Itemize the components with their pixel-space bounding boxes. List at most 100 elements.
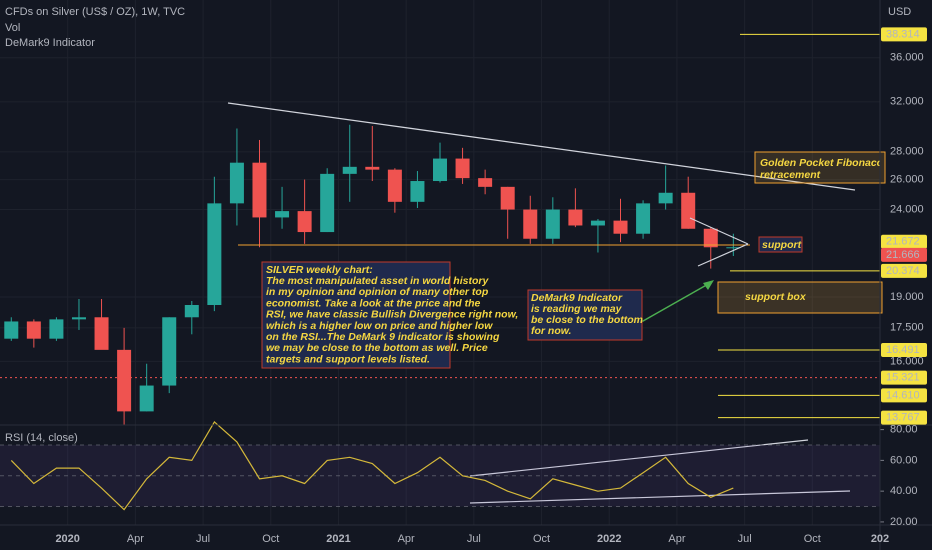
candle-body bbox=[410, 181, 425, 202]
note-line: in my opinion and opinion of many other … bbox=[266, 286, 489, 298]
y-tick-label: 60.00 bbox=[890, 454, 918, 466]
note-line: which is a higher low on price and highe… bbox=[266, 320, 493, 332]
x-tick-label: Oct bbox=[804, 533, 821, 545]
triangle-line bbox=[689, 217, 749, 245]
level-label: 14.610 bbox=[886, 389, 920, 401]
note-line: RSI, we have classic Bullish Divergence … bbox=[266, 309, 518, 321]
candle-body bbox=[252, 162, 267, 218]
note-line: economist. Take a look at the price and … bbox=[266, 297, 480, 309]
candle-body bbox=[320, 173, 335, 233]
level-label: 13.767 bbox=[886, 412, 920, 424]
rsi-title: RSI (14, close) bbox=[5, 432, 78, 444]
level-label-bg bbox=[881, 370, 927, 385]
candle-body bbox=[636, 203, 651, 234]
rsi-pane bbox=[0, 420, 884, 523]
candle-body bbox=[139, 385, 154, 412]
grid bbox=[0, 0, 881, 525]
axis-unit: USD bbox=[888, 6, 911, 18]
level-label-bg bbox=[881, 263, 927, 278]
candle-body bbox=[433, 158, 447, 182]
note-box bbox=[261, 261, 451, 369]
support-label: support bbox=[762, 239, 802, 251]
x-tick-label: 2022 bbox=[597, 533, 621, 545]
candle-body bbox=[658, 192, 673, 204]
candle-body bbox=[478, 178, 493, 187]
x-tick-label: Jul bbox=[467, 533, 481, 545]
x-tick-label: Apr bbox=[398, 533, 415, 545]
candles bbox=[4, 124, 741, 425]
y-tick-label: 16.000 bbox=[890, 355, 924, 367]
note-line: be close to the bottom bbox=[531, 314, 643, 326]
candle-body bbox=[71, 317, 86, 320]
level-label: 16.491 bbox=[886, 344, 920, 356]
candle-body bbox=[365, 166, 380, 170]
note-line: for now. bbox=[531, 325, 572, 337]
level-label: 21.666 bbox=[886, 249, 920, 261]
y-tick-label: 40.00 bbox=[890, 485, 918, 497]
level-label: 21.672 bbox=[886, 236, 920, 248]
level-label: 15.321 bbox=[886, 372, 920, 384]
x-tick-label: Jul bbox=[738, 533, 752, 545]
candle-body bbox=[162, 317, 177, 386]
level-label-bg bbox=[881, 247, 927, 262]
candle-body bbox=[726, 247, 741, 249]
indicator-label: Vol bbox=[5, 22, 20, 34]
level-label-bg bbox=[881, 388, 927, 403]
candle-body bbox=[275, 211, 290, 218]
note-line: retracement bbox=[760, 169, 821, 181]
candle-body bbox=[590, 220, 605, 226]
note-line: targets and support levels listed. bbox=[266, 353, 430, 365]
chart-title: CFDs on Silver (US$ / OZ), 1W, TVC bbox=[5, 6, 185, 18]
x-tick-label: Oct bbox=[262, 533, 279, 545]
fib-box bbox=[754, 151, 886, 184]
candle-body bbox=[545, 209, 560, 239]
indicator-label: DeMark9 Indicator bbox=[5, 37, 95, 49]
candle-body bbox=[297, 211, 312, 233]
candle-body bbox=[613, 220, 628, 234]
note-line: DeMark9 Indicator bbox=[531, 292, 623, 304]
note-line: is reading we may bbox=[531, 303, 623, 315]
x-tick-label: Apr bbox=[668, 533, 685, 545]
y-tick-label: 19.000 bbox=[890, 291, 924, 303]
note-box bbox=[527, 289, 643, 341]
arrow bbox=[635, 282, 711, 326]
rsi-line bbox=[10, 420, 734, 511]
x-tick-label: 202 bbox=[871, 533, 889, 545]
candle-body bbox=[49, 319, 64, 339]
axes: 36.000 32.000 28.000 26.000 24.000 19.000 17.5… bbox=[55, 27, 927, 545]
y-tick-label: 36.000 bbox=[890, 52, 924, 64]
level-label: 38.314 bbox=[886, 28, 920, 40]
candle-body bbox=[681, 192, 696, 229]
y-tick-label: 32.000 bbox=[890, 96, 924, 108]
y-tick-label: 28.000 bbox=[890, 146, 924, 158]
x-tick-label: 2021 bbox=[326, 533, 350, 545]
candle-body bbox=[342, 166, 357, 174]
x-tick-label: Apr bbox=[127, 533, 144, 545]
level-label-bg bbox=[881, 234, 927, 249]
candle-body bbox=[387, 169, 402, 202]
notes: SILVER weekly chart:The most manipulated… bbox=[266, 157, 887, 366]
candle-body bbox=[207, 203, 222, 305]
note-line: we may be close to the bottom as well. P… bbox=[266, 342, 488, 354]
candle-body bbox=[229, 162, 244, 204]
note-line: SILVER weekly chart: bbox=[266, 264, 373, 276]
rsi-trend-line bbox=[469, 490, 851, 504]
level-label-bg bbox=[881, 410, 927, 425]
candle-body bbox=[500, 186, 515, 210]
x-tick-label: Jul bbox=[196, 533, 210, 545]
candle-body bbox=[568, 209, 583, 226]
candle-body bbox=[455, 158, 470, 179]
y-tick-label: 17.500 bbox=[890, 322, 924, 334]
note-line: Golden Pocket Fibonacci bbox=[760, 157, 887, 169]
candle-body bbox=[703, 228, 718, 248]
level-label-bg bbox=[881, 27, 927, 42]
x-tick-label: Oct bbox=[533, 533, 550, 545]
trend-line bbox=[227, 102, 856, 191]
candle-body bbox=[184, 304, 199, 318]
y-tick-label: 80.00 bbox=[890, 424, 918, 436]
triangle-line bbox=[697, 243, 749, 267]
candle-body bbox=[4, 321, 19, 339]
note-line: The most manipulated asset in world hist… bbox=[266, 275, 489, 287]
